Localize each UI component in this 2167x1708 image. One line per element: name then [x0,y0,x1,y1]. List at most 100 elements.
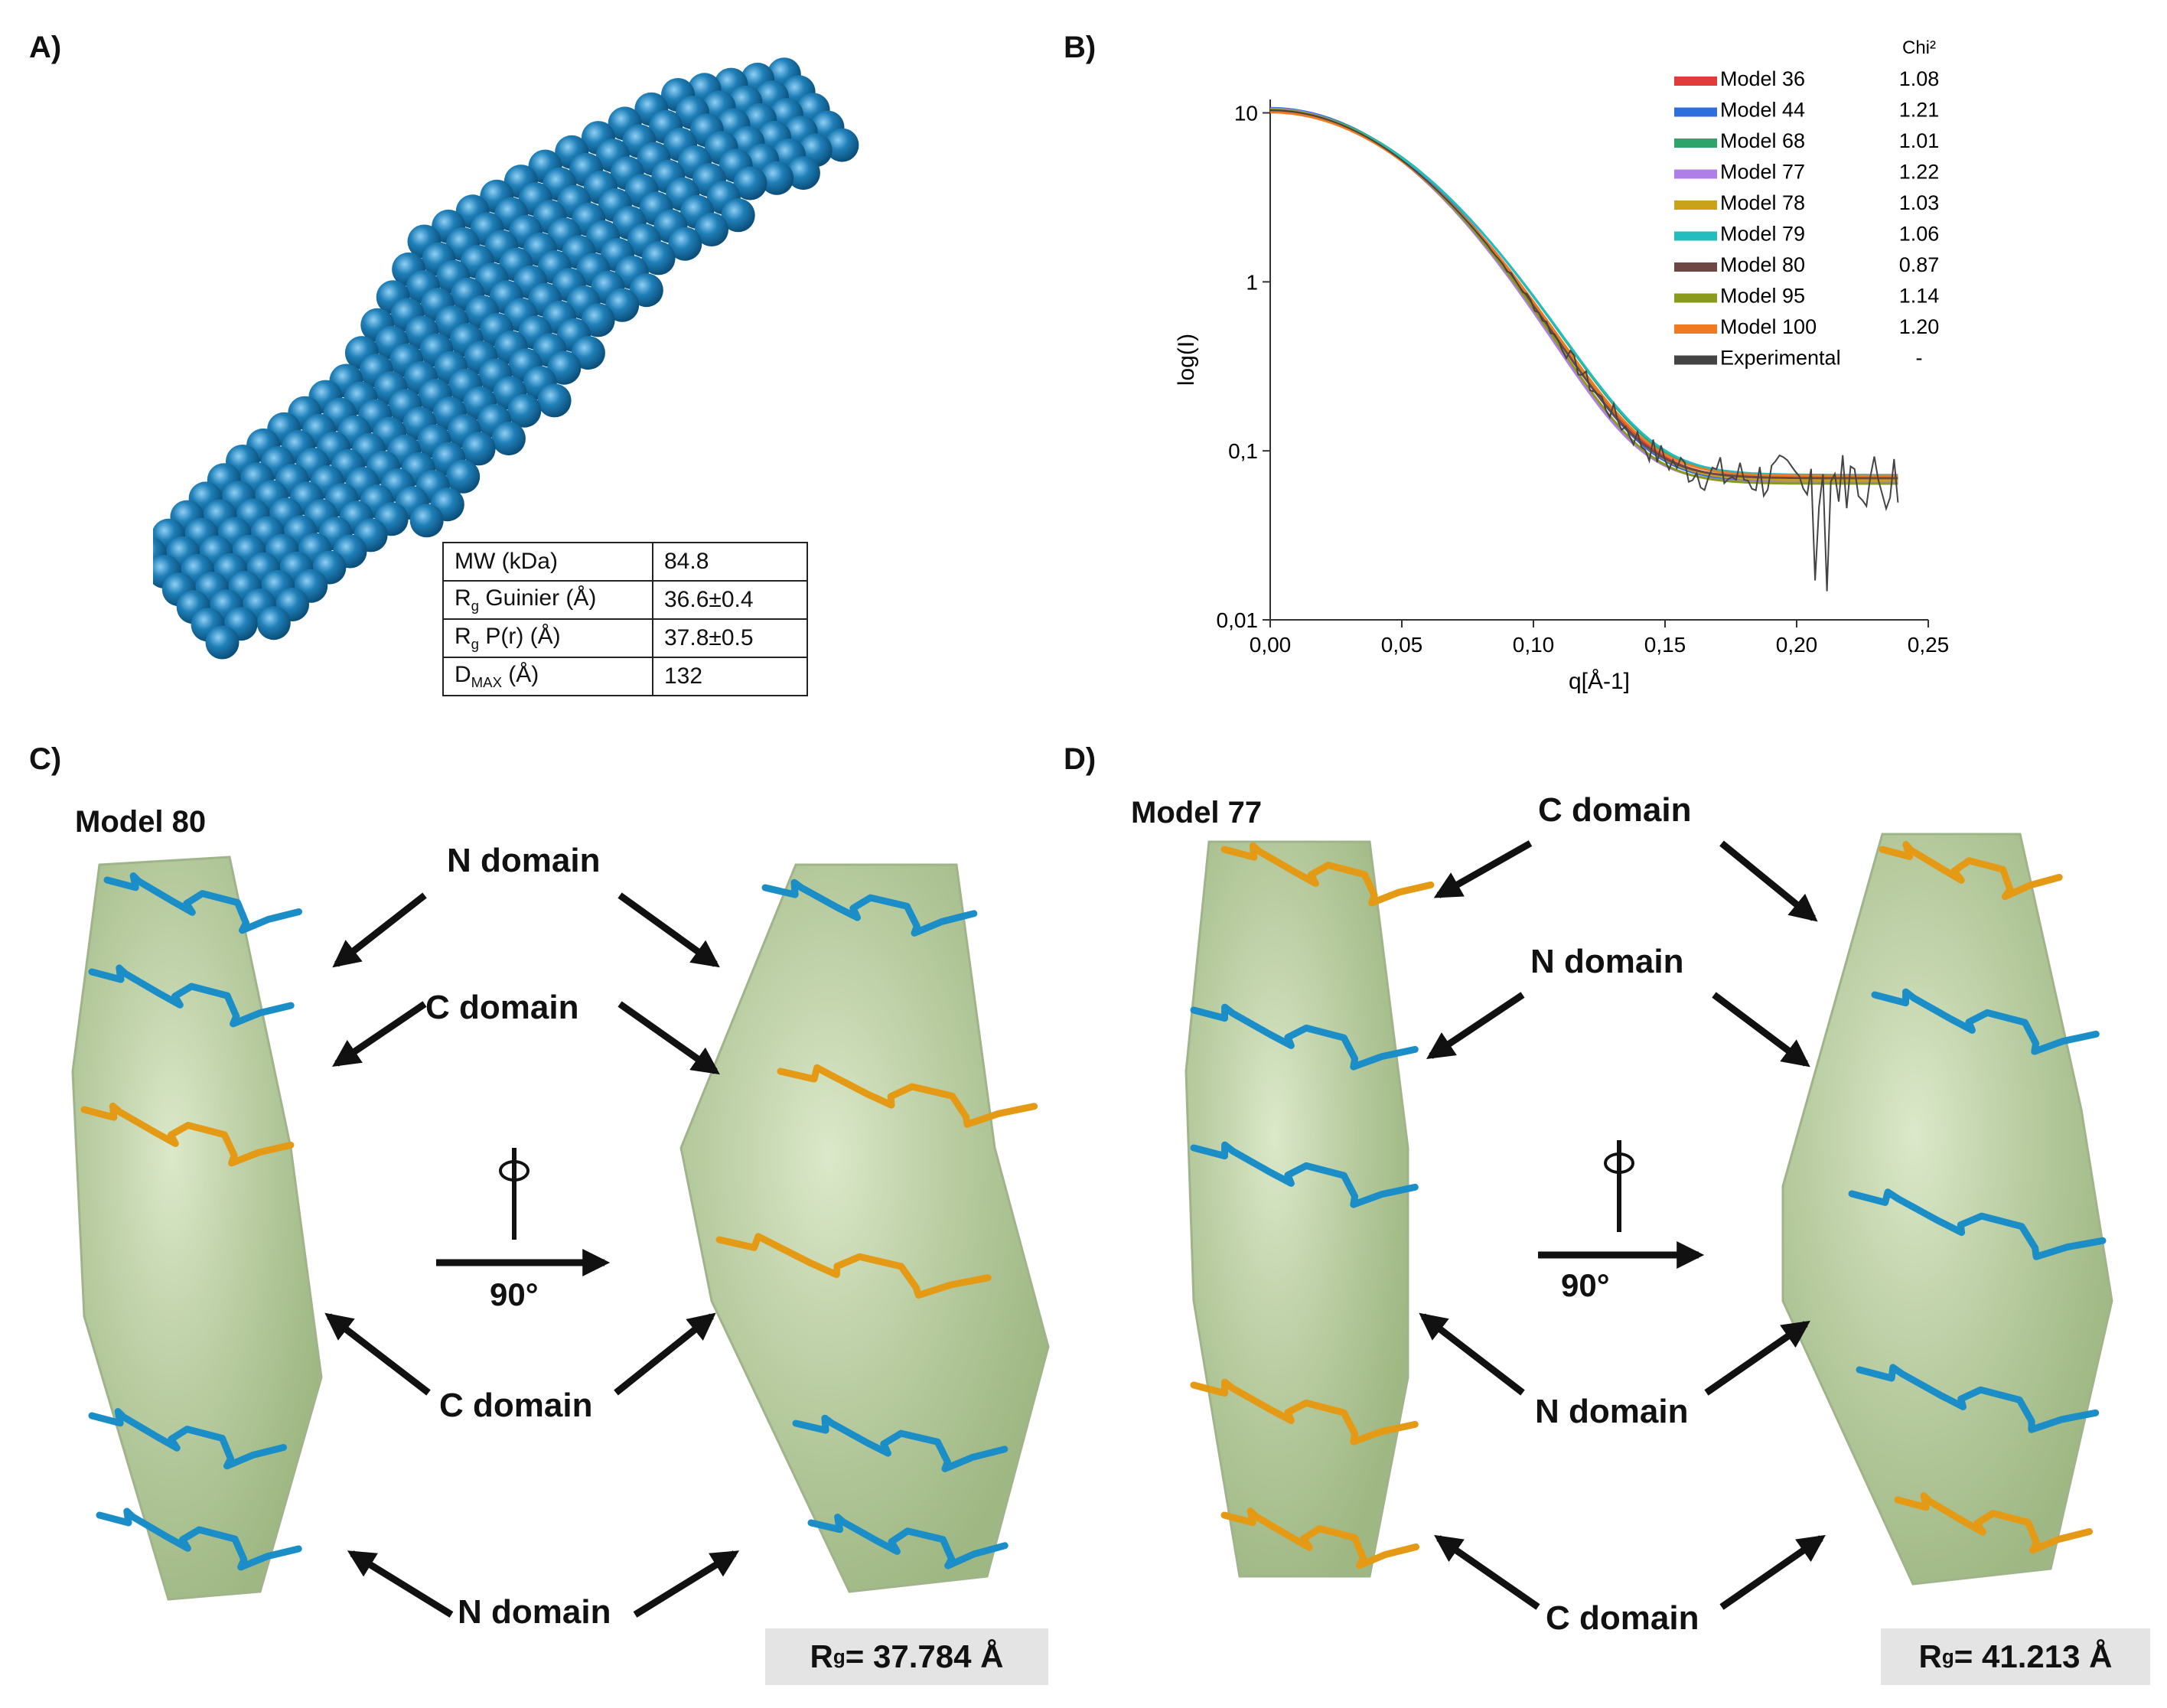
panel-c-label-lower-c: C domain [439,1387,593,1424]
panel-d-label-bottom-c: C domain [1546,1599,1699,1637]
arrow-icon [1712,992,1810,1068]
rotation-circle-icon [499,1160,530,1182]
protein-ribbon [1220,842,1435,907]
arrow-icon [1704,1320,1810,1396]
panel-a-label: A) [29,31,62,64]
arrow-icon [324,1312,431,1396]
table-cell-value: 37.8±0.5 [652,618,808,658]
legend-entry: Model 78 [1720,191,1805,214]
bead-sphere [507,393,542,428]
panel-d-label-lower-n: N domain [1535,1393,1689,1430]
x-tick-label: 0,05 [1381,633,1423,657]
bead-sphere [695,213,728,246]
series-line [1269,109,1899,592]
protein-ribbon [777,1064,1038,1128]
table-row: MW (kDa) 84.8 [442,542,808,582]
bead-sphere [786,156,820,191]
arrow-icon [618,892,720,968]
protein-ribbon [80,1102,295,1167]
bead-sphere [760,161,794,195]
arrow-icon [1419,1312,1525,1396]
legend-swatch [1674,139,1717,148]
protein-ribbon [1220,1508,1419,1569]
protein-ribbon [1879,841,2063,901]
legend-swatch [1674,231,1717,241]
legend-swatch [1674,200,1717,210]
table-cell-value: 84.8 [652,542,808,582]
legend-chi2: 0.87 [1899,253,1940,276]
bead-sphere [491,422,526,456]
bead-sphere [733,166,767,200]
table-row: DMAX (Å) 132 [442,657,808,696]
bead-sphere [547,350,582,385]
bead-sphere [605,288,640,322]
panel-c-right-envelope [679,863,1050,1593]
protein-ribbon [761,878,978,937]
legend-swatch [1674,77,1717,86]
arrow-icon [332,892,427,968]
panel-c-label-upper-c: C domain [425,989,579,1026]
x-tick-label: 0,15 [1644,633,1686,657]
legend-swatch [1674,262,1717,272]
legend-swatch [1674,324,1717,334]
panel-c-label-top-n: N domain [447,842,601,879]
x-tick-label: 0,00 [1250,633,1292,657]
panel-c-model-label: Model 80 [75,805,207,839]
legend-entry: Model 77 [1720,161,1805,184]
bead-sphere [721,198,755,233]
bead-sphere [205,625,240,660]
bead-sphere [537,383,572,418]
legend-chi2: 1.08 [1899,67,1940,90]
table-cell-value: 132 [652,657,808,696]
protein-ribbon [103,872,302,934]
panel-d-label-top-c: C domain [1538,791,1692,829]
panel-b-label: B) [1064,31,1097,64]
protein-ribbon [1894,1492,2093,1554]
protein-ribbon [1871,988,2100,1055]
bead-spheres [153,57,859,660]
protein-ribbon [1190,1141,1419,1208]
protein-ribbon [96,1508,302,1571]
arrow-icon [1719,1534,1826,1610]
bead-sphere [581,303,615,337]
panel-d-left-envelope [1185,840,1409,1578]
arrow-icon [1426,992,1525,1059]
bead-sphere [446,459,481,494]
legend-chi2: 1.06 [1899,223,1940,246]
protein-ribbon [1190,1378,1419,1446]
x-tick-label: 0,25 [1908,633,1950,657]
legend-chi2: - [1916,347,1923,370]
panel-c-label: C) [29,742,62,776]
protein-ribbon [807,1514,1009,1569]
protein-ribbon [1190,1003,1419,1071]
protein-ribbon [1856,1364,2100,1433]
protein-ribbon [1848,1188,2107,1260]
bead-sphere [571,336,605,370]
bead-sphere [825,128,859,162]
arrow-icon [332,1001,427,1068]
saxs-parameters-table: MW (kDa) 84.8 Rg Guinier (Å) 36.6±0.4 Rg… [442,542,808,696]
rotation-circle-icon [1604,1152,1634,1174]
arrow-icon [618,1001,720,1075]
bead-model-image [153,57,859,660]
series-line [1269,111,1898,478]
table-cell-label: Rg P(r) (Å) [442,618,653,658]
arrow-icon [1434,1534,1540,1610]
panel-d-rotation-label: 90° [1561,1267,1610,1303]
legend-entry: Model 80 [1720,253,1805,276]
table-cell-label: MW (kDa) [442,542,653,582]
panel-d-model-label: Model 77 [1131,796,1263,830]
table-row: Rg P(r) (Å) 37.8±0.5 [442,618,808,658]
legend-entry: Experimental [1720,347,1841,370]
table-cell-value: 36.6±0.4 [652,580,808,620]
bead-sphere [256,606,291,640]
legend-entry: Model 68 [1720,129,1805,152]
arrow-icon [614,1312,716,1396]
legend-chi2: 1.21 [1899,99,1940,122]
y-tick-label: 0,1 [1228,439,1258,463]
legend-chi2: 1.22 [1899,161,1940,184]
legend-chi2: 1.01 [1899,129,1940,152]
x-tick-label: 0,20 [1776,633,1818,657]
